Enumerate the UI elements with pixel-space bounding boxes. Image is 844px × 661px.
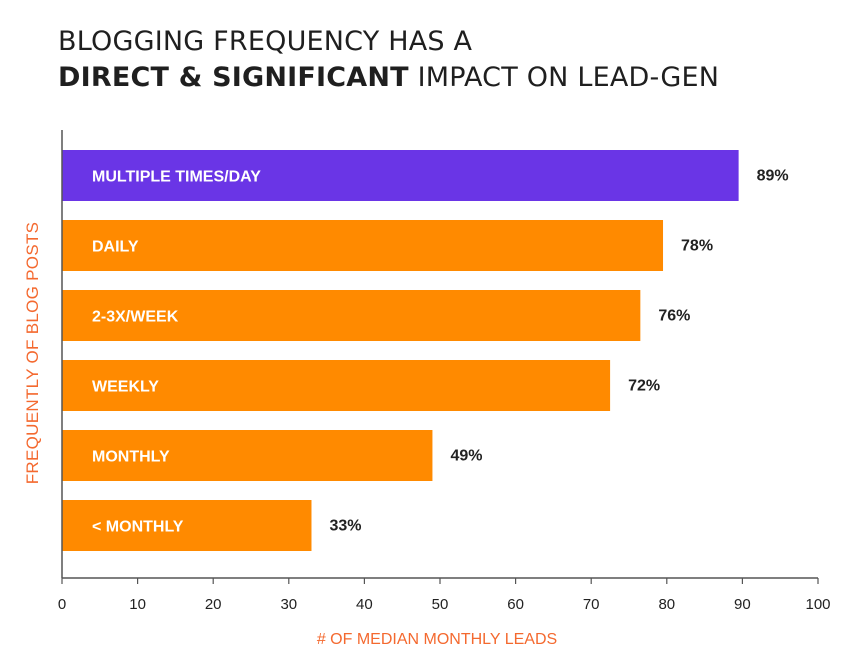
value-label-multiple-times-day: 89% [757, 168, 789, 185]
value-label-daily: 78% [681, 238, 713, 255]
title-line-1: BLOGGING FREQUENCY HAS A [58, 26, 473, 57]
x-tick-label-30: 30 [280, 596, 297, 613]
x-tick-label-20: 20 [205, 596, 222, 613]
value-label-2-3x-week: 76% [658, 308, 690, 325]
title-line-2: DIRECT & SIGNIFICANT IMPACT ON LEAD-GEN [58, 60, 719, 96]
y-axis-label: FREQUENTLY OF BLOG POSTS [23, 222, 42, 485]
x-tick-label-90: 90 [734, 596, 751, 613]
x-tick-label-0: 0 [58, 596, 66, 613]
bar-label-monthly: < MONTHLY [92, 519, 184, 536]
chart-title: BLOGGING FREQUENCY HAS A DIRECT & SIGNIF… [58, 24, 719, 96]
bar-label-monthly: MONTHLY [92, 449, 170, 466]
bars-group: MULTIPLE TIMES/DAY 89% DAILY 78% 2-3X/WEEK 76… [62, 150, 789, 551]
bar-monthly [62, 500, 312, 551]
bar-weekly [62, 360, 611, 411]
x-tick-label-70: 70 [583, 596, 600, 613]
value-label-weekly: 72% [628, 378, 660, 395]
bar-multiple-times-day [62, 150, 739, 201]
x-tick-label-40: 40 [356, 596, 373, 613]
bar-daily [62, 220, 664, 271]
x-tick-label-100: 100 [805, 596, 830, 613]
bar-2-3x-week [62, 290, 641, 341]
axes-group: 0 10 20 30 40 50 60 70 80 90 100 [58, 130, 831, 613]
value-label-monthly: 49% [450, 448, 482, 465]
x-tick-label-50: 50 [432, 596, 449, 613]
title-emphasis: DIRECT & SIGNIFICANT [58, 62, 409, 93]
x-tick-label-10: 10 [129, 596, 146, 613]
x-tick-label-60: 60 [507, 596, 524, 613]
bar-label-weekly: WEEKLY [92, 379, 159, 396]
x-axis-label: # OF MEDIAN MONTHLY LEADS [317, 631, 557, 648]
title-line-2-rest: IMPACT ON LEAD-GEN [408, 62, 720, 93]
bar-label-multiple-times-day: MULTIPLE TIMES/DAY [92, 169, 261, 186]
bar-monthly [62, 430, 433, 481]
x-tick-label-80: 80 [658, 596, 675, 613]
bar-label-2-3x-week: 2-3X/WEEK [92, 309, 179, 326]
value-label-monthly: 33% [329, 518, 361, 535]
bar-label-daily: DAILY [92, 239, 139, 256]
